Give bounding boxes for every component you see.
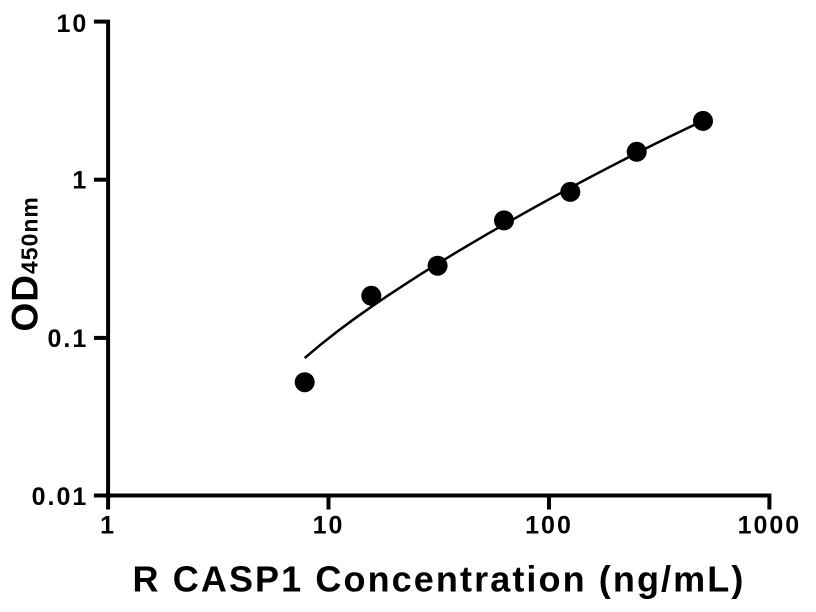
- svg-text:10: 10: [56, 10, 88, 38]
- svg-text:1000: 1000: [738, 511, 802, 539]
- svg-text:1: 1: [100, 511, 116, 539]
- svg-text:0.01: 0.01: [32, 483, 89, 511]
- svg-text:100: 100: [525, 511, 573, 539]
- svg-text:1: 1: [72, 167, 88, 195]
- svg-text:0.1: 0.1: [48, 325, 89, 353]
- svg-text:10: 10: [313, 511, 345, 539]
- svg-text:R CASP1 Concentration (ng/mL): R CASP1 Concentration (ng/mL): [133, 559, 746, 600]
